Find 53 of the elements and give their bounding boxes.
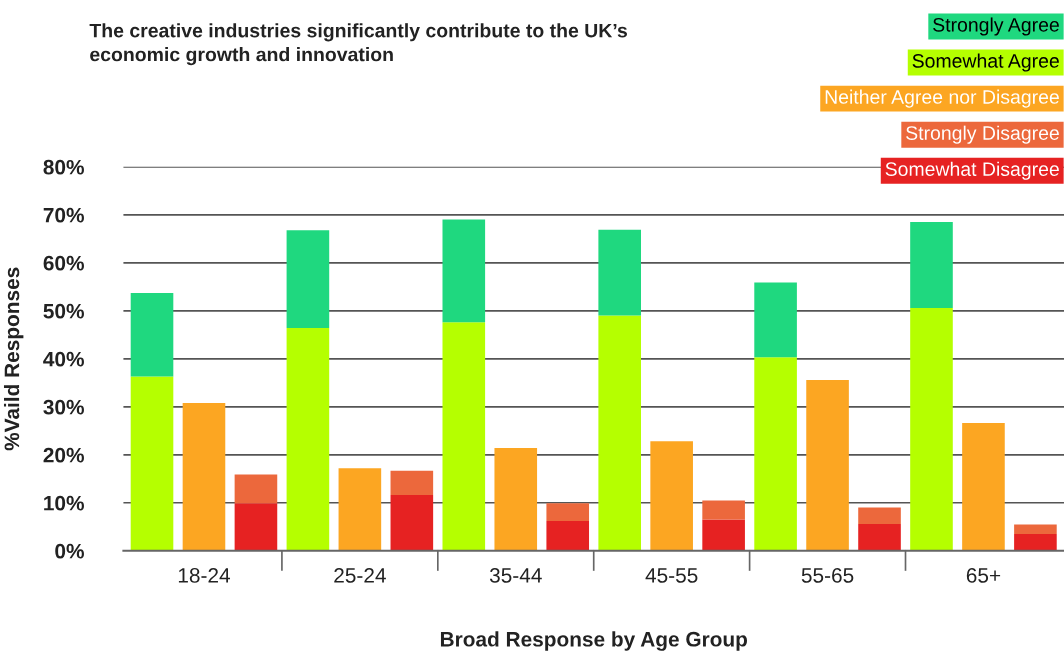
bar (286, 230, 330, 329)
text: Strongly Agree (933, 17, 1059, 36)
bar (390, 470, 434, 496)
y-tick-label: 30% (43, 399, 84, 415)
bar (130, 293, 174, 377)
text: Somewhat Agree (912, 53, 1059, 72)
bar (182, 402, 226, 551)
bar (442, 219, 486, 323)
y-axis-title: %Vaild Responses (3, 267, 24, 451)
bar (650, 441, 693, 551)
y-tick-label: 10% (44, 495, 84, 511)
bar (234, 474, 278, 504)
bar (338, 468, 382, 551)
bar (130, 376, 174, 551)
text: Neither Agree nor Disagree (825, 89, 1059, 108)
x-tick-label: 65+ (966, 568, 1001, 583)
bar (754, 282, 797, 358)
text: Somewhat Disagree (885, 161, 1059, 180)
x-tick-label: 45-55 (645, 568, 698, 583)
y-tick-label: 80% (43, 159, 84, 175)
bar (598, 229, 641, 316)
bar (1014, 533, 1057, 551)
chart-title: The creative industries significantly contribute to the UK’s economic growth and innovation (89, 23, 627, 66)
bar (754, 357, 797, 551)
bar (442, 322, 486, 551)
bar (702, 500, 745, 520)
x-axis-title: Broad Response by Age Group (440, 631, 748, 651)
y-tick-label: 0% (55, 543, 84, 559)
bar (494, 448, 538, 551)
bar (546, 521, 590, 551)
bar (806, 379, 849, 551)
bar (858, 507, 901, 524)
bar (910, 222, 953, 308)
bar (546, 503, 590, 522)
x-tick-label: 55-65 (801, 568, 854, 583)
y-tick-label: 70% (43, 207, 84, 223)
y-tick-label: 50% (43, 303, 84, 319)
bar (598, 315, 641, 551)
y-tick-label: 20% (43, 447, 84, 463)
y-tick-label: 40% (43, 351, 84, 367)
x-tick-label: 18-24 (178, 568, 231, 583)
bar (286, 328, 330, 551)
x-tick-label: 25-24 (334, 568, 386, 583)
y-tick-label: 60% (43, 255, 84, 271)
bar (910, 307, 953, 551)
text: Strongly Disagree (906, 125, 1059, 144)
bar (702, 519, 745, 551)
x-tick-label: 35-44 (489, 568, 542, 583)
bar (234, 503, 278, 551)
bar (390, 495, 434, 551)
bar (962, 423, 1005, 551)
bar (1014, 524, 1057, 534)
bar (858, 523, 901, 551)
